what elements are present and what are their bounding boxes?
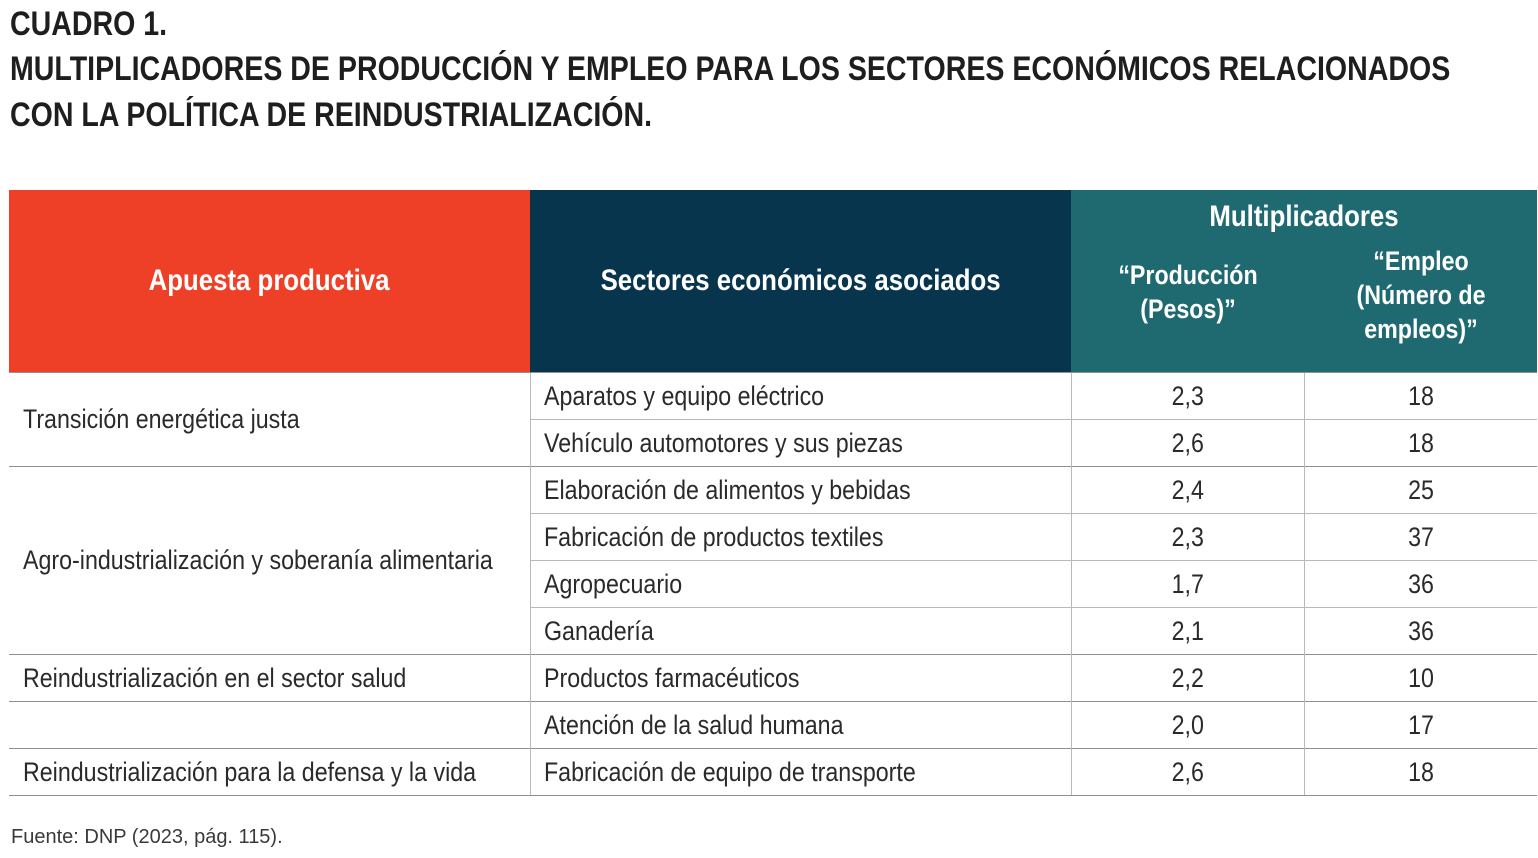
title-line-3: CON LA POLÍTICA DE REINDUSTRIALIZACIÓN. — [10, 96, 653, 134]
produccion-cell: 2,2 — [1070, 654, 1304, 702]
produccion-cell: 2,6 — [1070, 419, 1304, 467]
apuesta-cell: Reindustrialización en el sector salud — [9, 654, 530, 702]
empleo-cell: 17 — [1303, 701, 1538, 749]
sector-cell: Elaboración de alimentos y bebidas — [529, 466, 1071, 514]
header-multiplicadores: Multiplicadores — [1071, 190, 1538, 244]
produccion-cell: 2,4 — [1070, 466, 1304, 514]
table-row: Reindustrialización en el sector salud P… — [9, 654, 1538, 702]
source-note: Fuente: DNP (2023, pág. 115). — [11, 826, 283, 848]
table-row: Ganadería 2,1 36 — [9, 607, 1538, 655]
sector-cell: Productos farmacéuticos — [529, 654, 1071, 702]
apuesta-cell: Reindustrialización para la defensa y la… — [9, 748, 530, 796]
table-row: Transición energética justa Aparatos y e… — [9, 372, 1538, 467]
table-header: Apuesta productiva Sectores económicos a… — [9, 190, 1538, 373]
sector-cell: Agropecuario — [529, 560, 1071, 608]
empleo-cell: 18 — [1303, 419, 1538, 467]
empleo-cell: 18 — [1303, 748, 1538, 796]
empleo-cell: 36 — [1303, 607, 1538, 655]
sector-cell: Atención de la salud humana — [529, 701, 1071, 749]
empleo-cell: 25 — [1303, 466, 1538, 514]
apuesta-cell — [9, 701, 530, 749]
table-row: Fabricación de productos textiles 2,3 37 — [9, 513, 1538, 561]
table-row: Reindustrialización para la defensa y la… — [9, 748, 1538, 796]
sector-cell: Fabricación de productos textiles — [529, 513, 1071, 561]
produccion-cell: 2,3 — [1070, 372, 1304, 420]
empleo-cell: 18 — [1303, 372, 1538, 420]
produccion-cell: 2,3 — [1070, 513, 1304, 561]
header-apuesta: Apuesta productiva — [9, 190, 530, 373]
header-sectores: Sectores económicos asociados — [530, 190, 1071, 373]
sector-cell: Ganadería — [529, 607, 1071, 655]
table-title: CUADRO 1. MULTIPLICADORES DE PRODUCCIÓN … — [10, 2, 1525, 138]
header-produccion: “Producción (Pesos)” — [1071, 244, 1304, 373]
table-row: Vehículo automotores y sus piezas 2,6 18 — [9, 419, 1538, 467]
table-row: Agro-industrialización y soberanía alime… — [9, 466, 1538, 655]
produccion-cell: 1,7 — [1070, 560, 1304, 608]
empleo-cell: 36 — [1303, 560, 1538, 608]
empleo-cell: 10 — [1303, 654, 1538, 702]
table-body: Transición energética justa Aparatos y e… — [9, 372, 1538, 796]
apuesta-cell: Agro-industrialización y soberanía alime… — [9, 466, 530, 655]
title-line-2: MULTIPLICADORES DE PRODUCCIÓN Y EMPLEO P… — [10, 50, 1451, 88]
produccion-cell: 2,0 — [1070, 701, 1304, 749]
multipliers-table: Apuesta productiva Sectores económicos a… — [9, 190, 1538, 796]
header-empleo: “Empleo (Número de empleos)” — [1304, 244, 1538, 373]
title-line-1: CUADRO 1. — [10, 5, 168, 43]
apuesta-cell: Transición energética justa — [9, 372, 530, 467]
sector-cell: Fabricación de equipo de transporte — [529, 748, 1071, 796]
empleo-cell: 37 — [1303, 513, 1538, 561]
table-row: Agropecuario 1,7 36 — [9, 560, 1538, 608]
produccion-cell: 2,6 — [1070, 748, 1304, 796]
sector-cell: Vehículo automotores y sus piezas — [529, 419, 1071, 467]
produccion-cell: 2,1 — [1070, 607, 1304, 655]
sector-cell: Aparatos y equipo eléctrico — [529, 372, 1071, 420]
table-row: Atención de la salud humana 2,0 17 — [9, 701, 1538, 749]
